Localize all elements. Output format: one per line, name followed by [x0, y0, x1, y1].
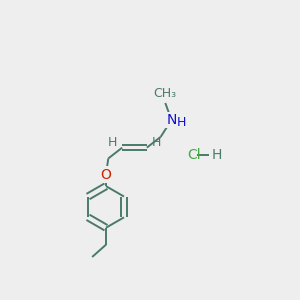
Text: N: N — [166, 113, 177, 127]
Text: H: H — [152, 136, 161, 149]
Text: N: N — [166, 113, 177, 127]
Text: H: H — [177, 116, 186, 129]
Text: O: O — [100, 168, 111, 182]
Text: H: H — [107, 136, 117, 149]
Text: CH₃: CH₃ — [154, 87, 177, 100]
Text: H: H — [212, 148, 222, 162]
Text: O: O — [100, 168, 111, 182]
Text: Cl: Cl — [187, 148, 200, 162]
